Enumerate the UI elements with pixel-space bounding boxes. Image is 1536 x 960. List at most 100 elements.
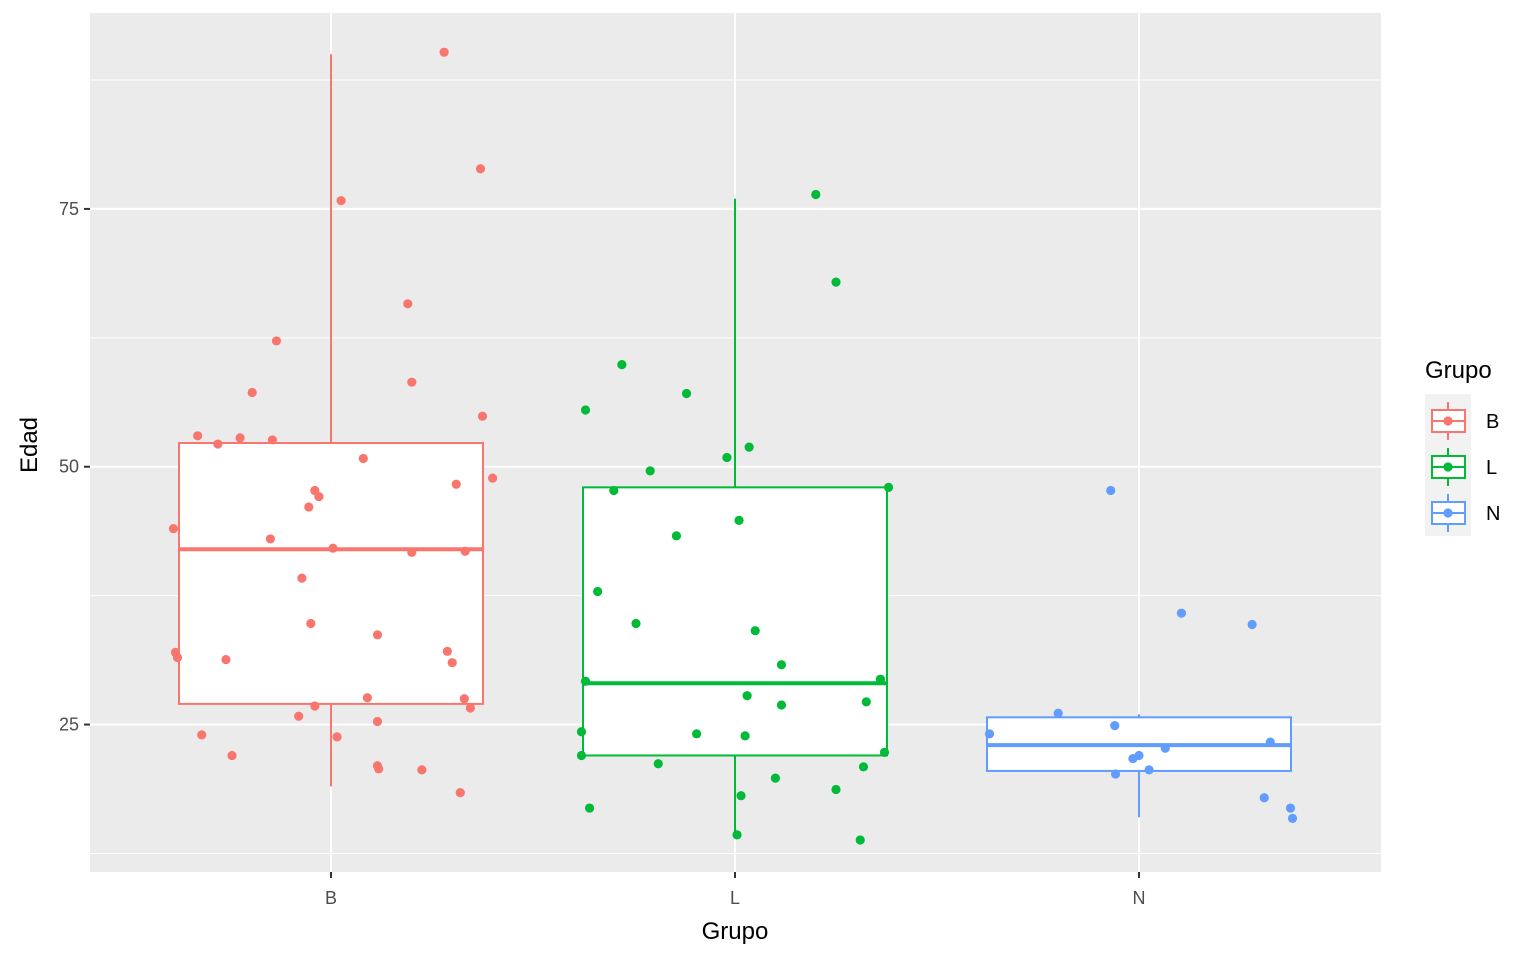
data-point-L [742, 691, 752, 701]
data-point-B [294, 711, 304, 721]
data-point-B [168, 524, 179, 534]
data-point-B [172, 652, 183, 663]
data-point-B [442, 646, 452, 656]
data-point-B [407, 547, 417, 557]
data-point-N [1176, 608, 1187, 618]
data-point-L [776, 700, 787, 710]
data-point-L [681, 388, 692, 399]
data-point-L [744, 442, 754, 452]
data-point-L [580, 676, 591, 686]
data-point-L [831, 784, 841, 795]
data-point-L [855, 835, 865, 845]
data-point-L [645, 466, 655, 476]
data-point-L [580, 405, 591, 415]
boxplot-N [986, 714, 1292, 818]
data-point-L [734, 515, 744, 525]
data-point-L [861, 697, 871, 707]
data-point-B [193, 431, 203, 441]
data-point-N [1265, 737, 1275, 747]
data-point-L [617, 360, 627, 370]
data-point-B [374, 764, 384, 774]
data-point-L [750, 626, 760, 636]
data-point-L [722, 452, 732, 463]
data-point-B [332, 732, 342, 742]
data-point-L [875, 674, 886, 684]
y-tick-label: 75 [59, 199, 79, 219]
data-point-L [879, 747, 890, 757]
data-point-B [447, 658, 457, 668]
data-point-N [1247, 619, 1257, 630]
data-point-B [336, 196, 346, 206]
data-point-B [417, 765, 427, 775]
data-point-B [451, 479, 461, 489]
data-point-N [1287, 813, 1298, 823]
data-point-L [609, 485, 619, 496]
data-point-L [631, 618, 641, 629]
data-point-B [221, 654, 231, 665]
data-point-B [460, 546, 470, 556]
legend-item-B: B [1425, 398, 1499, 444]
legend-key-point [1443, 508, 1453, 518]
data-point-B [403, 299, 413, 309]
data-point-B [247, 387, 257, 398]
box-iqr [582, 486, 888, 757]
y-tick-label: 50 [59, 457, 79, 477]
data-point-N [1110, 720, 1120, 731]
x-tick-label: B [325, 888, 337, 908]
data-point-L [576, 750, 587, 761]
legend-item-L: L [1425, 444, 1497, 490]
legend-label-B: B [1486, 411, 1499, 433]
data-point-N [1106, 485, 1116, 496]
data-point-B [297, 573, 307, 583]
data-point-B [362, 693, 372, 703]
data-point-N [1053, 708, 1063, 718]
data-point-L [584, 803, 595, 813]
data-point-B [477, 411, 488, 421]
data-point-B [314, 492, 324, 502]
data-point-B [358, 453, 368, 464]
data-point-B [197, 730, 207, 740]
data-point-B [227, 750, 237, 761]
data-point-N [1259, 793, 1269, 803]
data-point-N [1160, 743, 1170, 753]
data-point-B [475, 164, 486, 174]
data-point-B [328, 543, 338, 553]
data-point-B [267, 435, 278, 445]
data-point-L [776, 660, 787, 670]
legend-key-point [1443, 416, 1453, 426]
data-point-B [310, 701, 320, 711]
data-point-N [1134, 750, 1144, 761]
data-point-L [576, 727, 587, 737]
data-point-N [1285, 803, 1296, 813]
x-tick-label: N [1133, 888, 1146, 908]
data-point-B [488, 473, 498, 483]
data-point-B [372, 716, 383, 727]
data-point-L [740, 731, 750, 741]
data-point-B [459, 694, 469, 704]
y-tick-label: 25 [59, 715, 79, 735]
x-tick-label: L [730, 888, 740, 908]
data-point-B [213, 439, 223, 449]
legend-title: Grupo [1425, 357, 1492, 384]
data-point-L [831, 277, 841, 287]
data-point-L [883, 482, 894, 492]
x-axis-title: Grupo [702, 918, 769, 945]
data-point-B [306, 618, 316, 629]
data-point-B [235, 433, 245, 443]
data-point-B [455, 787, 465, 798]
box-iqr [178, 442, 484, 705]
legend-label-L: L [1486, 457, 1497, 479]
data-point-N [1144, 765, 1154, 775]
data-point-L [692, 729, 702, 739]
data-point-B [407, 377, 417, 387]
data-point-L [671, 531, 682, 541]
data-point-B [304, 502, 314, 512]
legend-item-N: N [1425, 490, 1500, 536]
data-point-B [265, 534, 275, 544]
data-point-L [593, 586, 603, 597]
legend-label-N: N [1486, 503, 1500, 525]
data-point-L [770, 773, 781, 783]
jitter-points-layer [168, 47, 1298, 845]
